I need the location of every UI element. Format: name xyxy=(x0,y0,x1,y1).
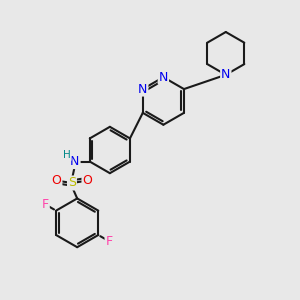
Text: N: N xyxy=(70,155,80,168)
Text: N: N xyxy=(159,71,168,84)
Text: N: N xyxy=(221,68,230,81)
Text: N: N xyxy=(138,82,148,96)
Text: H: H xyxy=(63,150,71,160)
Text: F: F xyxy=(106,235,113,248)
Text: O: O xyxy=(52,174,61,187)
Text: F: F xyxy=(42,198,49,211)
Text: O: O xyxy=(82,174,92,187)
Text: S: S xyxy=(68,176,76,190)
